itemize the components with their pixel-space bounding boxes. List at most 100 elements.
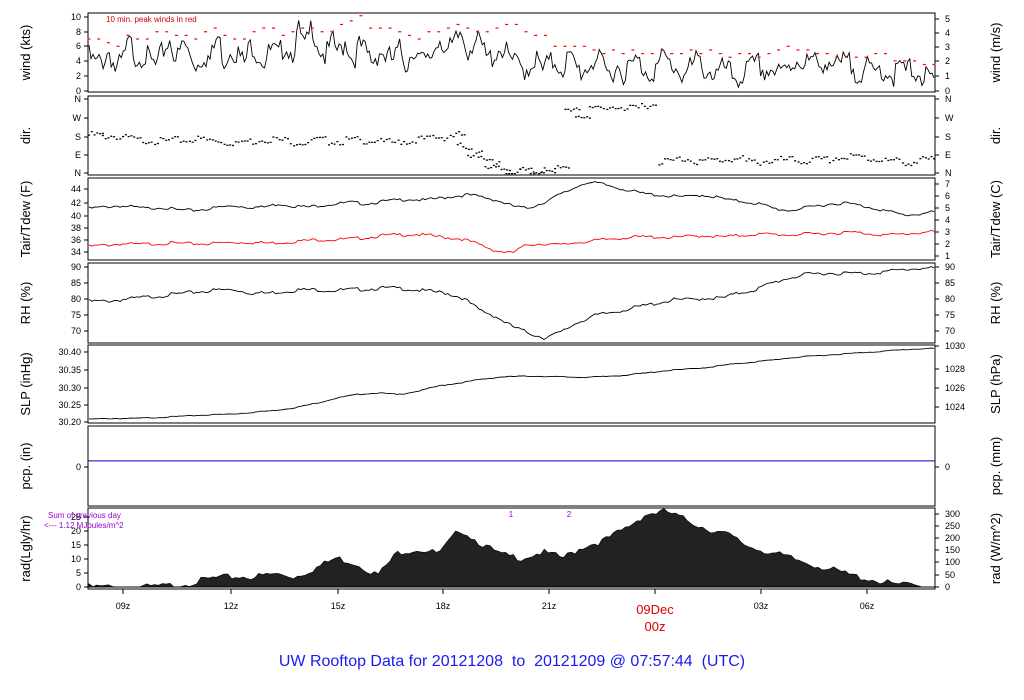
direction-point <box>99 133 102 135</box>
y-tick-label-left: 30.30 <box>58 383 81 393</box>
direction-point <box>318 136 321 139</box>
direction-point <box>417 136 420 138</box>
x-tick-label: 12z <box>224 601 239 611</box>
y-tick-label-left: 20 <box>71 526 81 536</box>
direction-point <box>494 166 497 168</box>
y-tick-label-right: 80 <box>945 294 955 304</box>
direction-point <box>768 162 771 164</box>
y-axis-label-left: rad(Lgly/hr) <box>18 515 33 581</box>
direction-point <box>620 107 623 109</box>
direction-point <box>139 137 142 139</box>
direction-point <box>556 165 559 167</box>
direction-point <box>583 117 586 119</box>
direction-point <box>113 136 116 138</box>
direction-point <box>817 156 820 158</box>
direction-point <box>394 141 397 144</box>
direction-point <box>664 158 667 160</box>
direction-point <box>281 139 284 141</box>
direction-point <box>348 138 351 140</box>
direction-point <box>739 157 742 159</box>
y-tick-label-right: 4 <box>945 215 950 225</box>
series-tair <box>88 181 935 217</box>
y-tick-label-right: N <box>945 94 952 104</box>
y-tick-label-left: N <box>75 168 82 178</box>
y-tick-label-left: 36 <box>71 235 81 245</box>
direction-point <box>104 138 107 140</box>
x-tick-label: 03z <box>754 601 769 611</box>
direction-point <box>136 137 139 139</box>
direction-point <box>689 160 692 162</box>
direction-point <box>185 141 188 143</box>
direction-point <box>559 167 562 169</box>
panel-7: 0510152025050100150200250300rad(Lgly/hr)… <box>18 507 1003 592</box>
direction-point <box>420 135 423 137</box>
y-tick-label-right: 0 <box>945 582 950 592</box>
direction-point <box>467 148 470 151</box>
direction-point <box>119 138 122 140</box>
direction-point <box>296 144 299 146</box>
direction-point <box>588 117 591 119</box>
direction-point <box>154 143 157 146</box>
y-tick-label-right: 200 <box>945 533 960 543</box>
direction-point <box>600 106 603 108</box>
x-axis: 09z 12z 15z 18z 21z 03z 06z <box>116 589 875 611</box>
direction-point <box>785 158 788 161</box>
direction-point <box>684 160 687 162</box>
direction-point <box>223 143 226 146</box>
direction-point <box>341 143 344 146</box>
direction-point <box>532 171 535 173</box>
direction-point <box>211 139 214 141</box>
direction-point <box>115 138 118 140</box>
y-tick-label-left: 10 <box>71 12 81 22</box>
direction-point <box>814 156 817 158</box>
direction-point <box>310 139 313 141</box>
direction-point <box>686 159 689 161</box>
direction-point <box>388 138 391 140</box>
panel-frame <box>87 344 936 424</box>
direction-point <box>446 137 449 139</box>
y-tick-label-right: 1 <box>945 251 950 261</box>
direction-point <box>594 105 597 108</box>
direction-point <box>570 110 573 112</box>
direction-point <box>93 134 96 136</box>
direction-point <box>490 166 493 169</box>
y-tick-label-right: 3 <box>945 42 950 52</box>
direction-point <box>765 160 768 163</box>
y-tick-label-left: 40 <box>71 211 81 221</box>
y-tick-label-left: 30.20 <box>58 417 81 427</box>
peak-note: 10 min. peak winds in red <box>106 15 197 24</box>
direction-point <box>736 158 739 160</box>
direction-point <box>890 159 893 161</box>
direction-point <box>858 154 861 156</box>
direction-point <box>797 161 800 163</box>
direction-point <box>701 159 704 161</box>
direction-point <box>460 134 463 136</box>
y-tick-label-left: 8 <box>76 27 81 37</box>
direction-point <box>516 171 519 173</box>
direction-point <box>269 141 272 143</box>
series-rad <box>87 508 935 588</box>
y-tick-label-right: 250 <box>945 521 960 531</box>
y-tick-label-left: 38 <box>71 223 81 233</box>
direction-point <box>780 155 783 158</box>
direction-point <box>226 144 229 146</box>
direction-point <box>826 156 829 158</box>
direction-point <box>513 173 516 175</box>
y-axis-label-left: dir. <box>18 127 33 144</box>
panel-6: 0 0 pcp. (in) pcp. (mm) <box>18 425 1003 507</box>
direction-point <box>728 160 731 162</box>
direction-point <box>481 150 484 152</box>
y-tick-label-right: 1024 <box>945 402 965 412</box>
direction-point <box>162 137 165 140</box>
direction-point <box>666 158 669 160</box>
y-tick-label-left: 6 <box>76 41 81 51</box>
footer-title: UW Rooftop Data for 20121208 to 20121209… <box>279 653 745 670</box>
y-axis-label-right: pcp. (mm) <box>988 437 1003 496</box>
direction-point <box>289 143 292 145</box>
direction-point <box>371 141 374 144</box>
panel-1: 0 2 4 6 8 10 0 1 2 3 4 5 wind (kts) wind (m/s) <box>18 12 1003 96</box>
direction-point <box>232 144 235 147</box>
direction-point <box>710 158 713 160</box>
